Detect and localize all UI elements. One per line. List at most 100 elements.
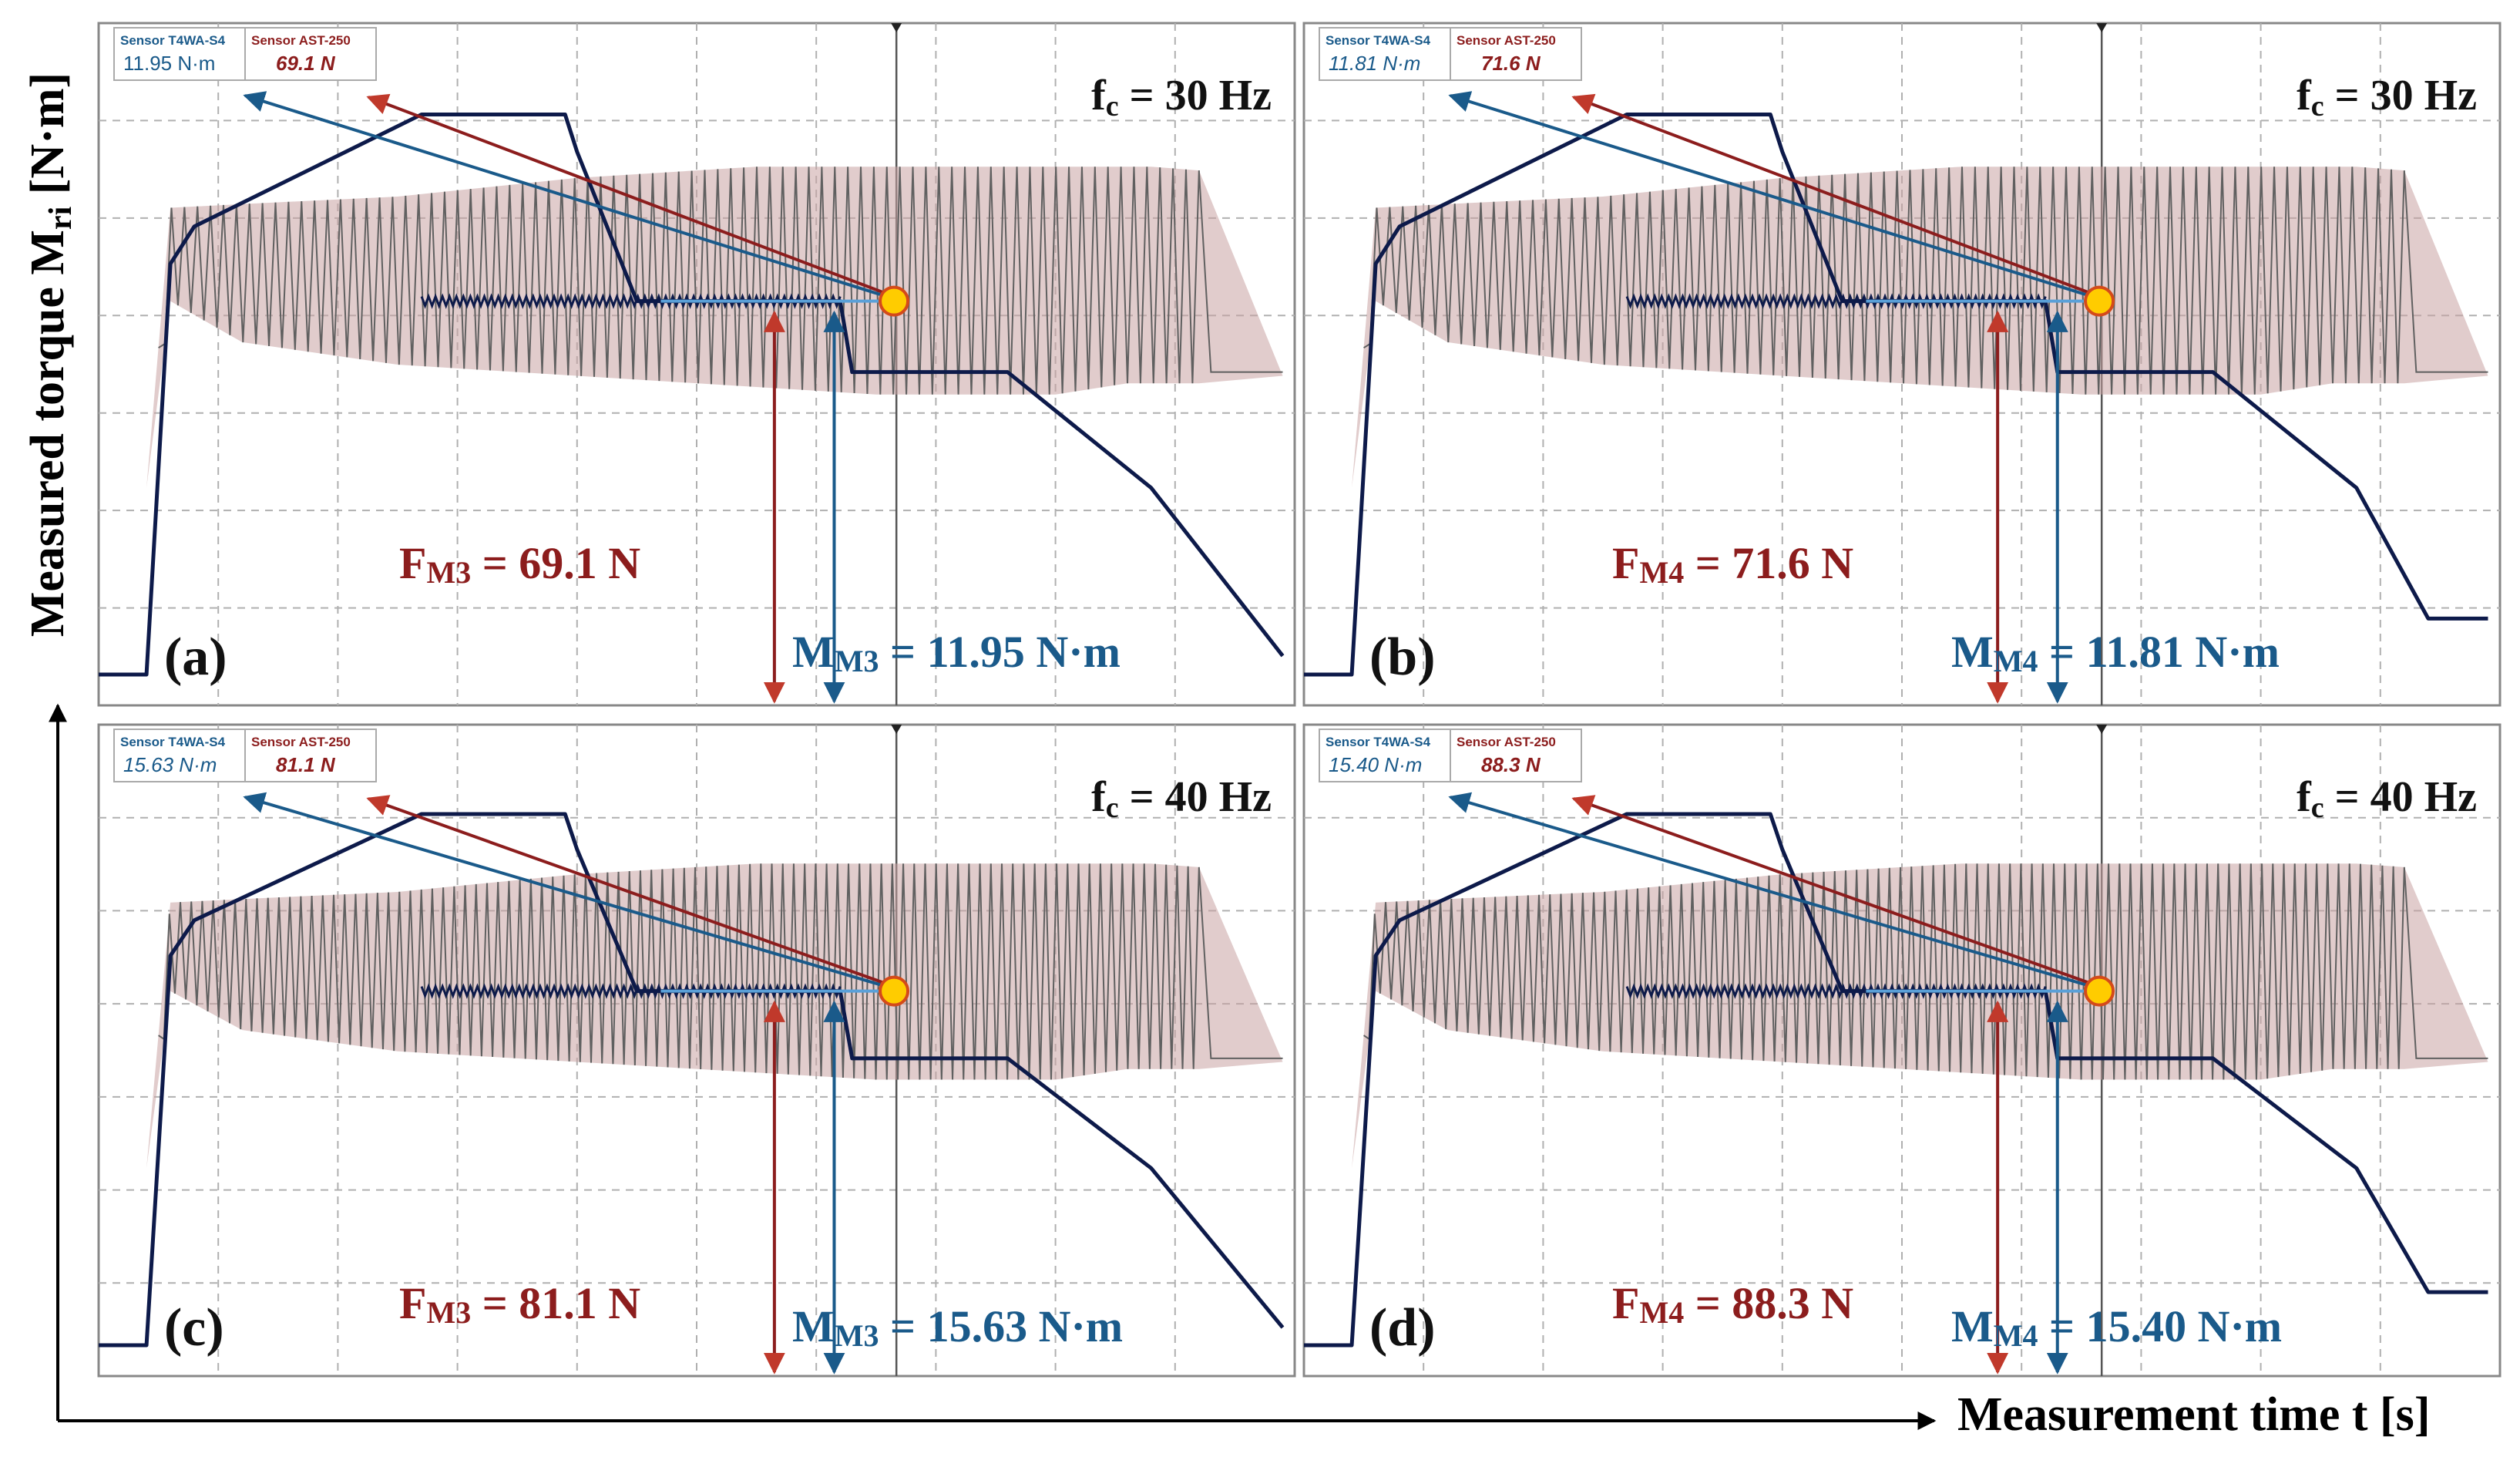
panels: Sensor T4WA-S4 11.95 N·m Sensor AST-250 69.… xyxy=(97,22,2502,1378)
legend-force-reading: 71.6 N xyxy=(1481,52,1541,75)
frequency-sub: c xyxy=(2311,90,2324,123)
force-label-prefix: F xyxy=(1612,1278,1639,1328)
torque-label-prefix: M xyxy=(1951,1301,1994,1351)
reading-marker xyxy=(2084,285,2115,317)
legend-torque-sensor: Sensor T4WA-S4 xyxy=(1326,33,1431,48)
torque-label-prefix: M xyxy=(792,627,835,677)
panel-letter: (d) xyxy=(1369,1298,1436,1358)
force-label: FM4 = 88.3 N xyxy=(1612,1278,1853,1330)
force-label-prefix: F xyxy=(399,1278,426,1328)
torque-label-sub: M3 xyxy=(835,1318,879,1353)
frequency-label: fc = 30 Hz xyxy=(2297,72,2477,123)
frequency-prefix: f xyxy=(1091,773,1107,821)
torque-label-value: = 15.40 N·m xyxy=(2038,1301,2283,1351)
force-label-value: = 88.3 N xyxy=(1684,1278,1853,1328)
torque-label: MM4 = 15.40 N·m xyxy=(1951,1301,2282,1353)
force-label-value: = 71.6 N xyxy=(1684,538,1853,588)
frequency-label: fc = 30 Hz xyxy=(1091,72,1272,123)
force-label-prefix: F xyxy=(399,538,426,588)
force-label: FM3 = 81.1 N xyxy=(399,1278,640,1330)
frequency-sub: c xyxy=(1106,90,1119,123)
frequency-prefix: f xyxy=(1091,72,1107,119)
force-label-value: = 81.1 N xyxy=(471,1278,640,1328)
legend-torque-reading: 15.63 N·m xyxy=(123,753,217,776)
y-axis-label-sub: ri xyxy=(43,206,79,230)
torque-noise xyxy=(1625,983,2047,999)
force-label-sub: M3 xyxy=(426,555,471,590)
torque-label: MM3 = 15.63 N·m xyxy=(792,1301,1123,1353)
torque-leader-arrow xyxy=(1448,91,2100,301)
force-leader-arrow xyxy=(366,795,895,988)
panel-b: Sensor T4WA-S4 11.81 N·m Sensor AST-250 71.… xyxy=(1302,22,2502,707)
force-oscillation-line xyxy=(1363,863,2488,1080)
torque-label-prefix: M xyxy=(792,1301,835,1351)
force-band xyxy=(146,167,1283,488)
force-leader-arrow xyxy=(366,93,895,298)
force-label-sub: M4 xyxy=(1639,1295,1684,1330)
reading-marker xyxy=(2084,975,2115,1007)
frequency-value: = 30 Hz xyxy=(1119,72,1272,119)
x-axis-label: Measurement time t [s] xyxy=(1957,1388,2430,1441)
force-label-sub: M3 xyxy=(426,1295,471,1330)
torque-noise xyxy=(1625,293,2047,309)
cursor-marker xyxy=(2096,23,2108,32)
legend-force-reading: 88.3 N xyxy=(1481,753,1541,776)
force-label-sub: M4 xyxy=(1639,555,1684,590)
y-axis-label: Measured torque Mri [N·m] xyxy=(22,72,79,637)
legend-force-sensor: Sensor AST-250 xyxy=(1457,735,1556,749)
force-label: FM3 = 69.1 N xyxy=(399,538,640,590)
cursor-marker xyxy=(891,23,902,32)
panel-letter: (c) xyxy=(164,1298,224,1358)
legend-torque-sensor: Sensor T4WA-S4 xyxy=(1326,735,1431,749)
cursor-marker xyxy=(2096,725,2108,734)
legend-force-reading: 81.1 N xyxy=(276,753,336,776)
legend-force-sensor: Sensor AST-250 xyxy=(251,735,351,749)
torque-noise xyxy=(420,983,842,999)
force-leader-arrow xyxy=(1571,795,2100,988)
force-label-value: = 69.1 N xyxy=(471,538,640,588)
torque-leader-arrow xyxy=(1448,792,2100,991)
torque-label-sub: M4 xyxy=(1994,1318,2038,1353)
torque-label: MM3 = 11.95 N·m xyxy=(792,627,1121,678)
torque-label-value: = 11.81 N·m xyxy=(2038,627,2280,677)
force-label-prefix: F xyxy=(1612,538,1639,588)
panel-letter: (b) xyxy=(1369,628,1436,687)
panel-c: Sensor T4WA-S4 15.63 N·m Sensor AST-250 81.… xyxy=(97,723,1296,1378)
torque-leader-arrow xyxy=(243,792,895,991)
torque-label-prefix: M xyxy=(1951,627,1994,677)
torque-leader-arrow xyxy=(243,91,895,301)
torque-label: MM4 = 11.81 N·m xyxy=(1951,627,2280,678)
frequency-label: fc = 40 Hz xyxy=(2297,773,2477,824)
legend-torque-reading: 11.81 N·m xyxy=(1329,52,1420,75)
torque-noise xyxy=(420,293,842,309)
frequency-sub: c xyxy=(1106,792,1119,824)
legend-torque-sensor: Sensor T4WA-S4 xyxy=(120,33,226,48)
torque-label-sub: M3 xyxy=(835,644,879,678)
frequency-prefix: f xyxy=(2297,72,2312,119)
frequency-value: = 40 Hz xyxy=(1119,773,1272,821)
legend-force-sensor: Sensor AST-250 xyxy=(1457,33,1556,48)
panel-letter: (a) xyxy=(164,628,227,687)
legend-torque-reading: 15.40 N·m xyxy=(1329,753,1422,776)
reading-marker xyxy=(879,285,910,317)
torque-label-value: = 11.95 N·m xyxy=(879,627,1121,677)
frequency-value: = 30 Hz xyxy=(2324,72,2477,119)
panel-d: Sensor T4WA-S4 15.40 N·m Sensor AST-250 88.… xyxy=(1302,723,2502,1378)
cursor-marker xyxy=(891,725,902,734)
torque-label-value: = 15.63 N·m xyxy=(879,1301,1124,1351)
frequency-label: fc = 40 Hz xyxy=(1091,773,1272,824)
legend-force-reading: 69.1 N xyxy=(276,52,336,75)
frequency-prefix: f xyxy=(2297,773,2312,821)
force-label: FM4 = 71.6 N xyxy=(1612,538,1853,590)
torque-label-sub: M4 xyxy=(1994,644,2038,678)
reading-marker xyxy=(879,975,910,1007)
panel-a: Sensor T4WA-S4 11.95 N·m Sensor AST-250 69.… xyxy=(97,22,1296,707)
force-leader-arrow xyxy=(1571,93,2100,298)
legend-force-sensor: Sensor AST-250 xyxy=(251,33,351,48)
frequency-sub: c xyxy=(2311,792,2324,824)
force-band xyxy=(1352,167,2488,488)
frequency-value: = 40 Hz xyxy=(2324,773,2477,821)
legend-torque-sensor: Sensor T4WA-S4 xyxy=(120,735,226,749)
force-oscillation-line xyxy=(158,863,1283,1080)
